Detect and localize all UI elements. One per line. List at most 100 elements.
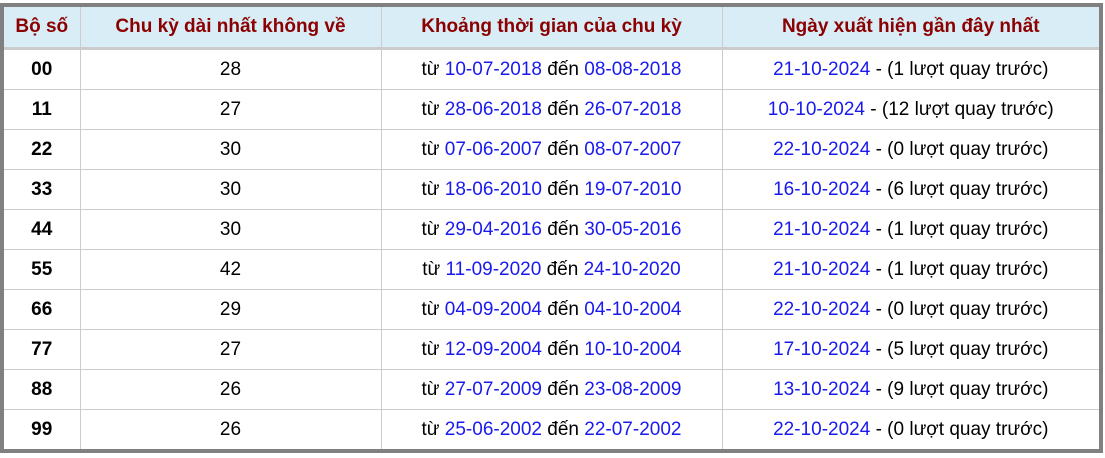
period-cell: từ 07-06-2007 đến 08-07-2007 (380, 129, 723, 170)
last-seen-cell: 17-10-2024 - (5 lượt quay trước) (721, 329, 1099, 370)
last-date-link[interactable]: 22-10-2024 (773, 298, 871, 320)
table-row: 77 27 từ 12-09-2004 đến 10-10-2004 17-10-20… (4, 329, 1099, 370)
last-seen-cell: 22-10-2024 - (0 lượt quay trước) (721, 129, 1099, 170)
to-label: đến (547, 98, 579, 120)
from-label: từ (421, 58, 440, 80)
last-date-link[interactable]: 16-10-2024 (773, 178, 871, 200)
last-note: - (0 lượt quay trước) (875, 138, 1049, 160)
last-note: - (1 lượt quay trước) (875, 218, 1049, 240)
last-date-link[interactable]: 10-10-2024 (767, 98, 865, 120)
last-note: - (1 lượt quay trước) (875, 58, 1049, 80)
number-cell: 99 (4, 409, 81, 449)
period-cell: từ 04-09-2004 đến 04-10-2004 (380, 289, 723, 330)
start-date-link[interactable]: 28-06-2018 (444, 98, 542, 120)
number-cell: 44 (4, 209, 81, 250)
last-date-link[interactable]: 22-10-2024 (773, 138, 871, 160)
header-number: Bộ số (4, 7, 80, 50)
last-date-link[interactable]: 21-10-2024 (773, 58, 871, 80)
cycle-cell: 28 (79, 48, 382, 90)
period-cell: từ 28-06-2018 đến 26-07-2018 (380, 89, 723, 130)
to-label: đến (547, 218, 579, 240)
to-label: đến (547, 178, 579, 200)
end-date-link[interactable]: 19-07-2010 (584, 178, 682, 200)
number-cell: 66 (4, 289, 81, 330)
end-date-link[interactable]: 24-10-2020 (583, 258, 681, 280)
to-label: đến (547, 298, 579, 320)
to-label: đến (546, 258, 579, 280)
start-date-link[interactable]: 25-06-2002 (444, 418, 542, 440)
table-row: 33 30 từ 18-06-2010 đến 19-07-2010 16-10-20… (4, 169, 1099, 210)
last-date-link[interactable]: 13-10-2024 (773, 378, 871, 400)
table-row: 44 30 từ 29-04-2016 đến 30-05-2016 21-10-20… (4, 209, 1099, 250)
cycle-cell: 27 (79, 329, 382, 370)
end-date-link[interactable]: 22-07-2002 (584, 418, 682, 440)
header-period: Khoảng thời gian của chu kỳ (380, 7, 722, 50)
last-seen-cell: 16-10-2024 - (6 lượt quay trước) (721, 169, 1099, 210)
table-row: 88 26 từ 27-07-2009 đến 23-08-2009 13-10-20… (4, 369, 1099, 410)
end-date-link[interactable]: 08-08-2018 (584, 58, 682, 80)
last-date-link[interactable]: 22-10-2024 (773, 418, 871, 440)
end-date-link[interactable]: 04-10-2004 (584, 298, 682, 320)
table-header-row: Bộ số Chu kỳ dài nhất không về Khoảng th… (4, 7, 1099, 50)
number-cell: 88 (4, 369, 81, 410)
period-cell: từ 11-09-2020 đến 24-10-2020 (380, 249, 723, 290)
from-label: từ (421, 138, 440, 160)
last-seen-cell: 21-10-2024 - (1 lượt quay trước) (721, 48, 1099, 90)
from-label: từ (421, 378, 440, 400)
last-date-link[interactable]: 21-10-2024 (773, 218, 871, 240)
last-note: - (6 lượt quay trước) (875, 178, 1049, 200)
to-label: đến (547, 338, 579, 360)
from-label: từ (421, 98, 440, 120)
last-date-link[interactable]: 21-10-2024 (773, 258, 871, 280)
table-row: 00 28 từ 10-07-2018 đến 08-08-2018 21-10-20… (4, 48, 1099, 90)
header-last-seen: Ngày xuất hiện gần đây nhất (721, 7, 1099, 50)
cycle-cell: 30 (79, 169, 382, 210)
period-cell: từ 10-07-2018 đến 08-08-2018 (380, 48, 723, 90)
longest-cycle-table: Bộ số Chu kỳ dài nhất không về Khoảng th… (4, 7, 1099, 449)
last-date-link[interactable]: 17-10-2024 (773, 338, 871, 360)
period-cell: từ 29-04-2016 đến 30-05-2016 (380, 209, 723, 250)
table-row: 55 42 từ 11-09-2020 đến 24-10-2020 21-10-20… (4, 249, 1099, 290)
from-label: từ (421, 298, 440, 320)
from-label: từ (421, 418, 440, 440)
end-date-link[interactable]: 23-08-2009 (584, 378, 682, 400)
last-seen-cell: 22-10-2024 - (0 lượt quay trước) (721, 409, 1099, 449)
cycle-cell: 30 (79, 129, 382, 170)
table-row: 11 27 từ 28-06-2018 đến 26-07-2018 10-10-20… (4, 89, 1099, 130)
end-date-link[interactable]: 08-07-2007 (584, 138, 682, 160)
last-note: - (0 lượt quay trước) (875, 418, 1049, 440)
end-date-link[interactable]: 26-07-2018 (584, 98, 682, 120)
from-label: từ (421, 218, 440, 240)
cycle-cell: 30 (79, 209, 382, 250)
from-label: từ (421, 338, 440, 360)
number-cell: 33 (4, 169, 81, 210)
number-cell: 77 (4, 329, 81, 370)
start-date-link[interactable]: 10-07-2018 (444, 58, 542, 80)
to-label: đến (547, 138, 579, 160)
last-seen-cell: 13-10-2024 - (9 lượt quay trước) (721, 369, 1099, 410)
from-label: từ (421, 178, 440, 200)
period-cell: từ 27-07-2009 đến 23-08-2009 (380, 369, 723, 410)
period-cell: từ 25-06-2002 đến 22-07-2002 (380, 409, 723, 449)
start-date-link[interactable]: 11-09-2020 (445, 258, 542, 280)
start-date-link[interactable]: 07-06-2007 (444, 138, 542, 160)
last-note: - (0 lượt quay trước) (875, 298, 1049, 320)
start-date-link[interactable]: 12-09-2004 (444, 338, 542, 360)
start-date-link[interactable]: 29-04-2016 (444, 218, 542, 240)
number-cell: 22 (4, 129, 81, 170)
table-row: 22 30 từ 07-06-2007 đến 08-07-2007 22-10-20… (4, 129, 1099, 170)
start-date-link[interactable]: 18-06-2010 (444, 178, 542, 200)
to-label: đến (547, 418, 579, 440)
start-date-link[interactable]: 27-07-2009 (444, 378, 542, 400)
cycle-cell: 26 (79, 369, 382, 410)
last-seen-cell: 22-10-2024 - (0 lượt quay trước) (721, 289, 1099, 330)
end-date-link[interactable]: 10-10-2004 (584, 338, 682, 360)
end-date-link[interactable]: 30-05-2016 (584, 218, 682, 240)
to-label: đến (547, 378, 579, 400)
last-seen-cell: 10-10-2024 - (12 lượt quay trước) (721, 89, 1099, 130)
number-cell: 00 (4, 48, 81, 90)
start-date-link[interactable]: 04-09-2004 (444, 298, 542, 320)
to-label: đến (547, 58, 579, 80)
last-note: - (12 lượt quay trước) (870, 98, 1054, 120)
from-label: từ (422, 258, 441, 280)
